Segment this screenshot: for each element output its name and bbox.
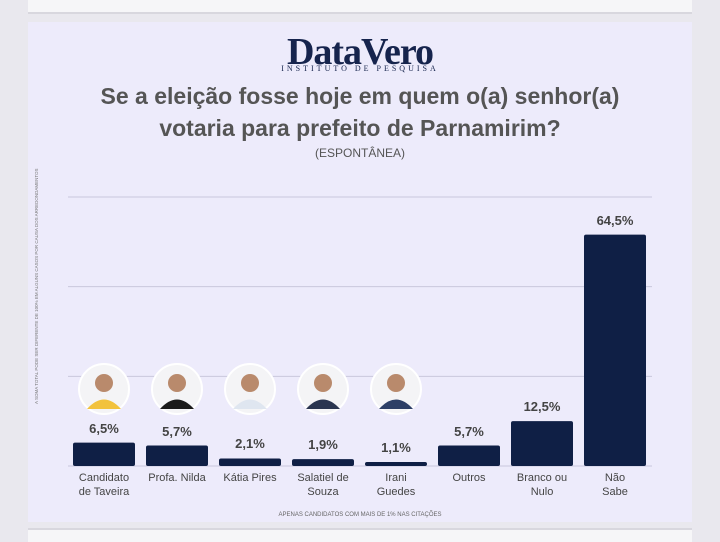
x-tick-label: Outros	[452, 472, 486, 484]
portrait-head	[95, 374, 113, 392]
bar	[584, 234, 646, 466]
x-tick-label: Candidato de Taveira	[78, 472, 130, 498]
chart-subtitle: (ESPONTÂNEA)	[314, 146, 405, 160]
portrait-body	[379, 399, 413, 409]
portrait-body	[160, 399, 194, 409]
value-label: 12,5%	[523, 399, 561, 415]
logo: DataVero	[286, 31, 434, 73]
value-label: 1,9%	[308, 437, 338, 453]
x-tick-label: Kátia Pires	[223, 472, 277, 484]
value-label: 1,1%	[381, 440, 411, 456]
portrait-body	[87, 399, 121, 409]
portrait-head	[314, 374, 332, 392]
value-label: 64,5%	[596, 212, 634, 228]
value-label: 5,7%	[454, 423, 484, 439]
x-tick-label: Profa. Nilda	[148, 472, 206, 484]
portrait-body	[233, 399, 267, 409]
bar	[511, 421, 573, 466]
bar	[292, 459, 354, 466]
bar	[73, 442, 135, 466]
top-bar	[28, 0, 692, 14]
x-tick-label: Salatiel de Souza	[297, 472, 349, 498]
bar	[146, 445, 208, 466]
portrait-head	[387, 374, 405, 392]
portrait-head	[241, 374, 259, 392]
bar	[219, 458, 281, 466]
bar	[365, 462, 427, 466]
card	[28, 22, 692, 522]
portrait-head	[168, 374, 186, 392]
logo-subtitle: INSTITUTO DE PESQUISA	[281, 64, 439, 73]
portrait-body	[306, 399, 340, 409]
bar	[438, 445, 500, 466]
value-label: 2,1%	[235, 436, 265, 452]
value-label: 5,7%	[162, 423, 192, 439]
chart-title: Se a eleição fosse hoje em quem o(a) sen…	[100, 83, 620, 141]
value-label: 6,5%	[89, 420, 119, 436]
x-tick-label: Branco ou Nulo	[516, 472, 568, 498]
footnote: APENAS CANDIDATOS COM MAIS DE 1% NAS CIT…	[278, 512, 442, 518]
bottom-bar	[28, 528, 692, 542]
x-tick-label: Irani Guedes	[376, 472, 416, 498]
x-tick-label: Não Sabe	[602, 472, 628, 498]
